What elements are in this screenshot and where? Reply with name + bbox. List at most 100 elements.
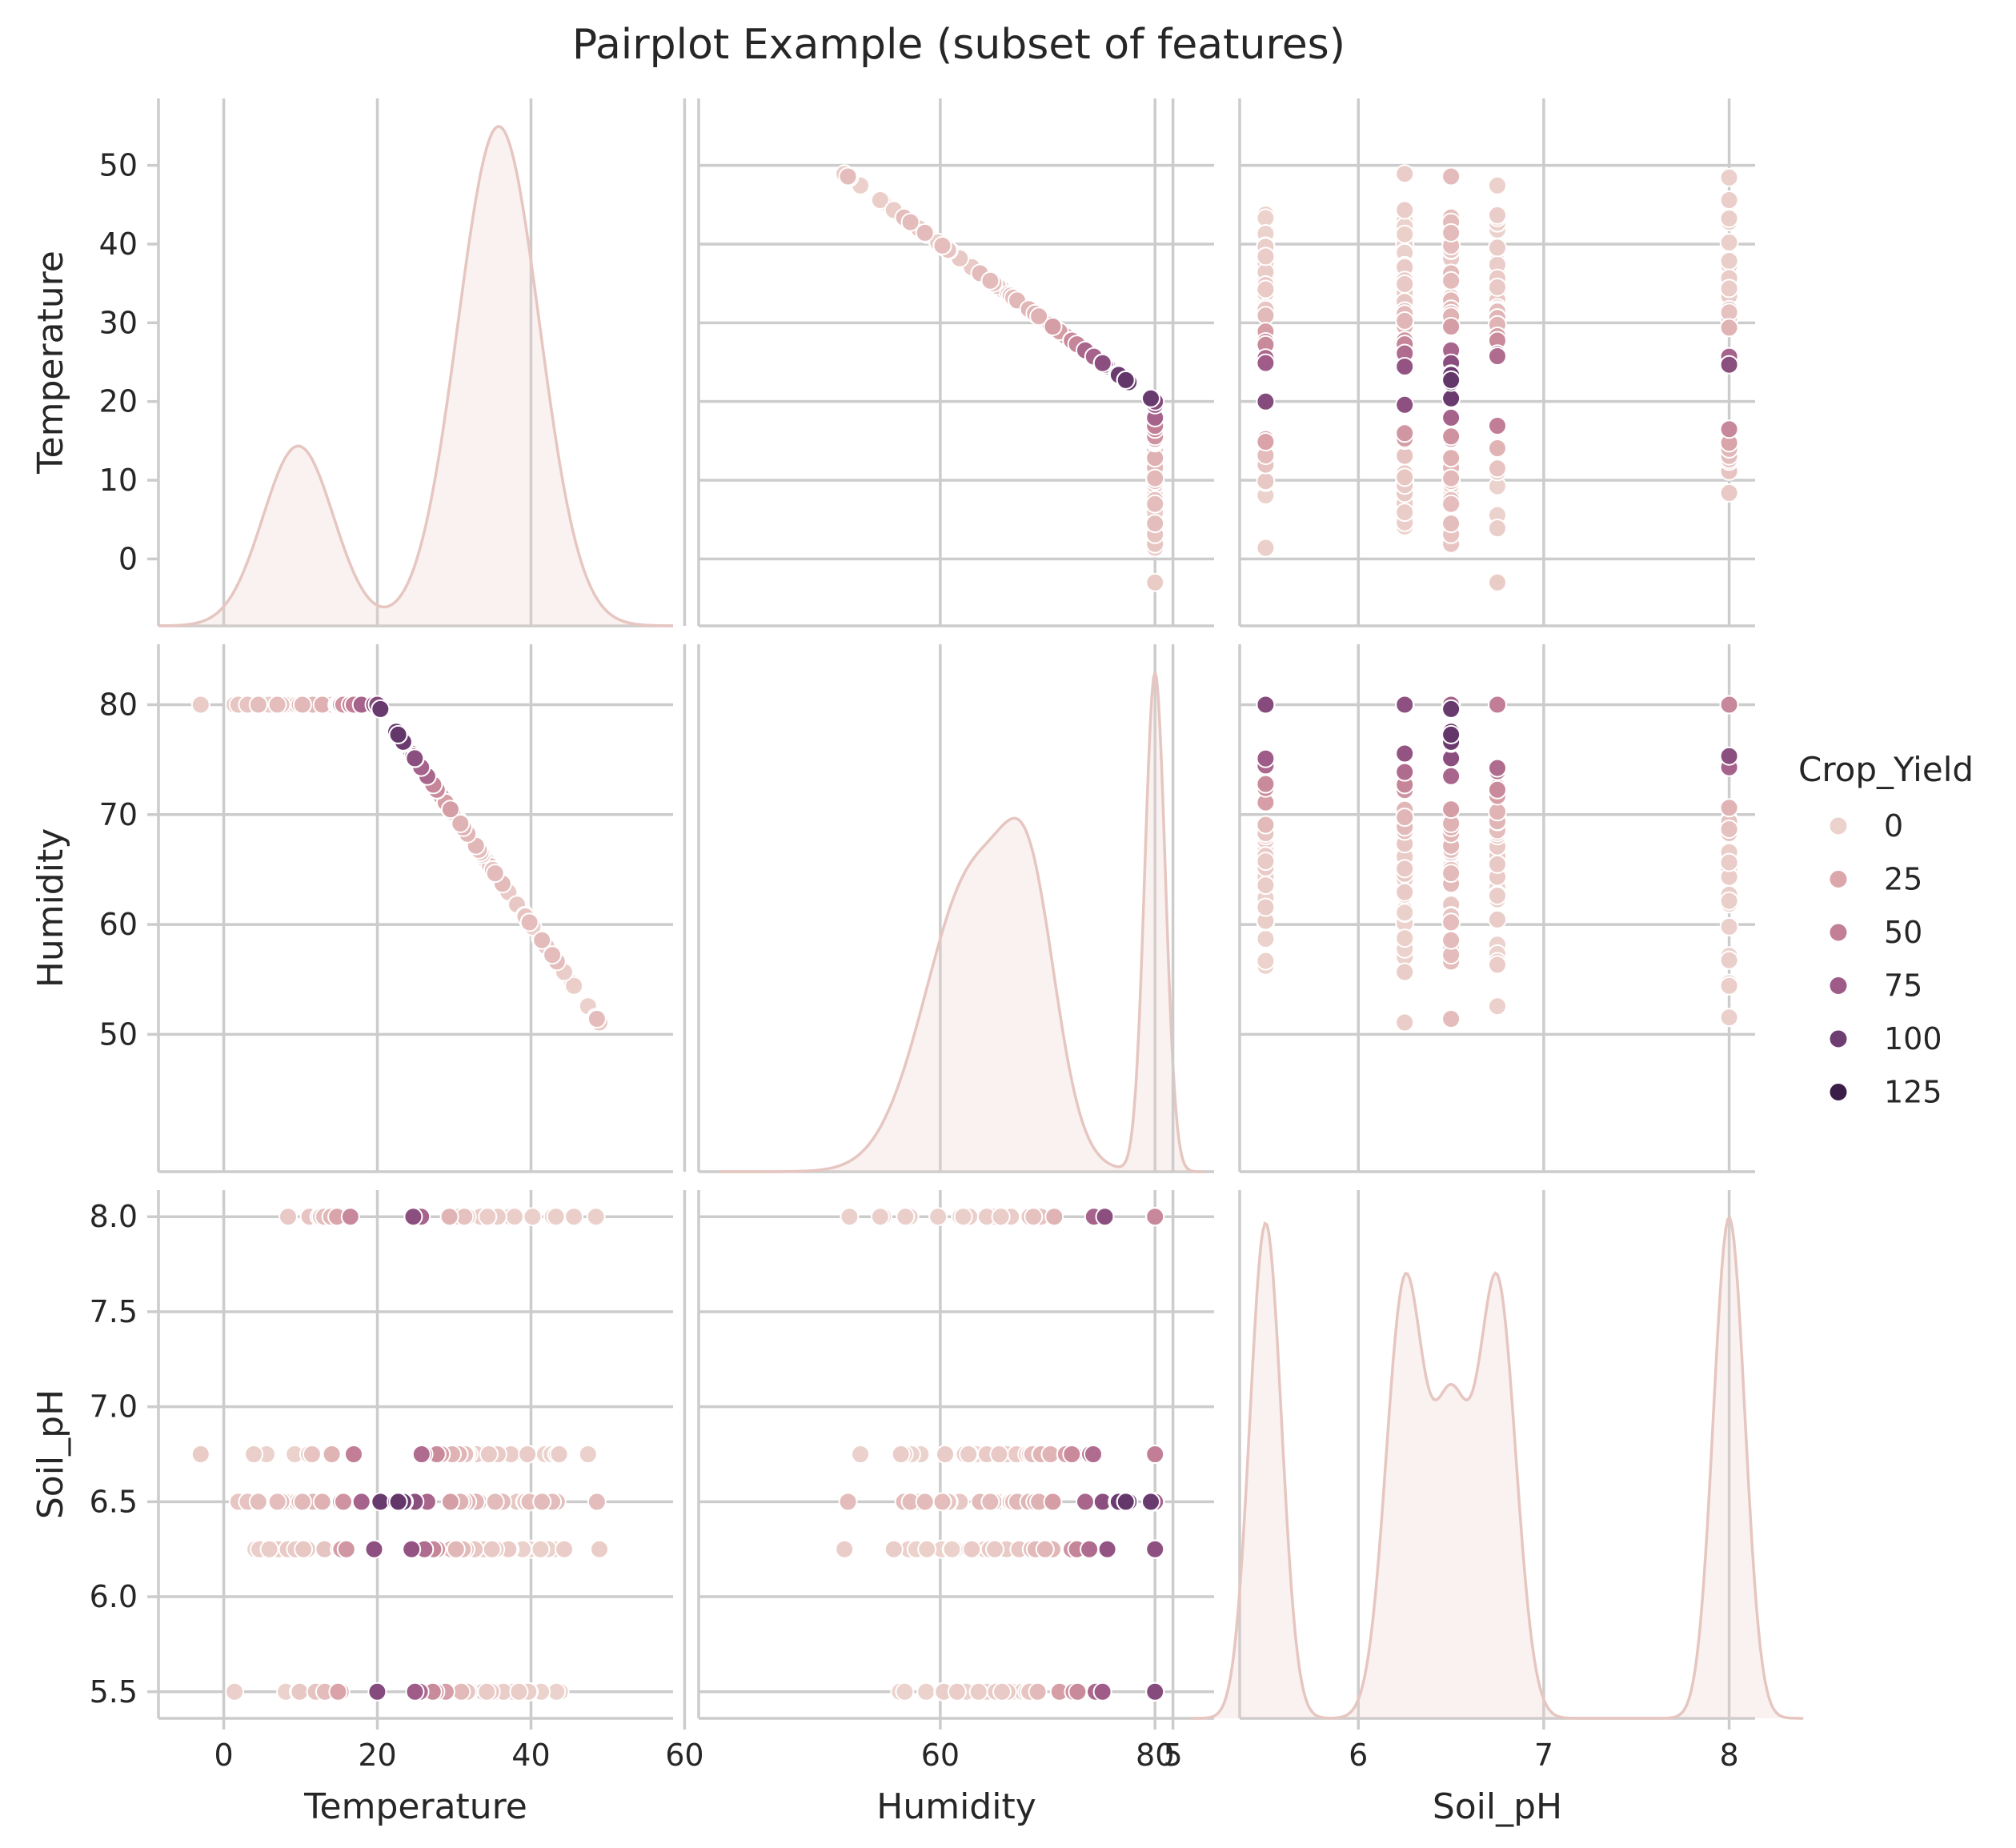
scatter-point <box>884 1539 904 1559</box>
scatter-point <box>451 814 471 833</box>
scatter-point <box>1719 419 1739 439</box>
scatter-point <box>932 1492 952 1512</box>
scatter-point <box>1080 1539 1100 1559</box>
scatter-point <box>546 1207 566 1227</box>
scatter-point <box>1044 1207 1064 1227</box>
scatter-point <box>1441 222 1461 243</box>
scatter-point <box>1256 897 1276 917</box>
scatter-point <box>549 1445 569 1464</box>
scatter-point <box>1395 744 1415 764</box>
scatter-point <box>1395 395 1415 415</box>
scatter-point <box>446 1539 466 1559</box>
panel-humidity-vs-soil_ph <box>1171 644 1755 1173</box>
scatter-point <box>980 271 1000 291</box>
scatter-point <box>1441 317 1461 336</box>
scatter-point <box>915 1492 935 1512</box>
tick-label-y: 30 <box>99 305 138 340</box>
scatter-point <box>1092 1682 1112 1702</box>
tick-label-y: 40 <box>99 226 138 262</box>
scatter-point <box>1395 423 1415 443</box>
scatter-point <box>1084 1445 1103 1464</box>
x-axis-label: Humidity <box>876 1786 1036 1827</box>
legend-marker <box>1828 922 1849 943</box>
scatter-point <box>1256 306 1276 326</box>
scatter-point <box>1719 798 1739 818</box>
scatter-point <box>1488 416 1507 435</box>
x-axis-label: Temperature <box>303 1786 527 1827</box>
scatter-point <box>479 1445 499 1464</box>
scatter-point <box>248 1492 268 1512</box>
scatter-point <box>328 1682 348 1702</box>
scatter-point <box>1029 307 1049 327</box>
x-axis-label: Soil_pH <box>1433 1786 1562 1827</box>
scatter-point <box>1256 774 1276 794</box>
scatter-point <box>985 1539 1004 1559</box>
scatter-point <box>1095 1207 1115 1227</box>
scatter-point <box>405 748 425 768</box>
tick-label-y: 5.5 <box>90 1674 138 1710</box>
scatter-point <box>1256 929 1276 949</box>
scatter-point <box>578 1445 598 1464</box>
scatter-point <box>322 1445 342 1464</box>
kde-fill <box>158 126 673 626</box>
scatter-point <box>405 1682 425 1702</box>
scatter-point <box>1719 232 1739 252</box>
scatter-point <box>1256 353 1276 373</box>
scatter-point <box>302 1445 322 1464</box>
tick-label-y: 6.5 <box>90 1484 138 1519</box>
panel-soil_ph-vs-temperature <box>157 1190 687 1720</box>
scatter-point <box>439 1207 459 1227</box>
scatter-point <box>870 190 890 210</box>
scatter-point <box>1441 370 1461 390</box>
kde-line <box>719 671 1204 1173</box>
scatter-point <box>1145 1207 1165 1227</box>
pairplot-panels <box>157 98 1804 1720</box>
scatter-point <box>1488 205 1507 225</box>
scatter-point <box>1395 1012 1415 1032</box>
scatter-point <box>1256 432 1276 451</box>
panel-humidity-vs-temperature <box>157 644 687 1173</box>
legend-label: 0 <box>1884 808 1903 844</box>
scatter-point <box>1441 912 1461 932</box>
scatter-point <box>294 1539 314 1559</box>
scatter-point <box>1076 1492 1095 1512</box>
scatter-point <box>1488 572 1507 592</box>
scatter-point <box>1441 271 1461 291</box>
tick-label-x: 40 <box>511 1738 550 1773</box>
scatter-point <box>1395 859 1415 879</box>
scatter-point <box>225 1682 245 1702</box>
scatter-point <box>1488 459 1507 479</box>
scatter-point <box>1395 762 1415 782</box>
scatter-point <box>244 1445 264 1464</box>
scatter-point <box>915 222 935 243</box>
kde-line <box>1191 1216 1804 1720</box>
scatter-point <box>1441 468 1461 488</box>
legend-marker <box>1828 976 1849 996</box>
scatter-point <box>1719 1008 1739 1028</box>
tick-label-y: 80 <box>99 687 138 723</box>
kde-fill <box>719 672 1204 1172</box>
scatter-point <box>896 1207 916 1227</box>
scatter-point <box>838 1492 858 1512</box>
scatter-point <box>1488 780 1507 800</box>
scatter-point <box>1256 748 1276 768</box>
scatter-point <box>1719 746 1739 766</box>
scatter-point <box>402 1539 422 1559</box>
panel-soil_ph-vs-soil_ph <box>1171 1190 1804 1720</box>
tick-label-y: 20 <box>99 384 138 419</box>
scatter-point <box>1441 166 1461 186</box>
scatter-point <box>1488 886 1507 906</box>
scatter-point <box>1488 175 1507 195</box>
y-axis-label: Humidity <box>30 828 71 988</box>
legend-label: 100 <box>1884 1021 1942 1056</box>
scatter-point <box>1043 1492 1063 1512</box>
tick-label-y: 70 <box>99 797 138 832</box>
scatter-point <box>947 1682 967 1702</box>
scatter-point <box>989 1445 1009 1464</box>
scatter-point <box>1395 962 1415 982</box>
pairplot-axis-labels: Temperature Humidity Soil_pH Temperature Hum… <box>30 251 1562 1827</box>
scatter-point <box>1141 1492 1160 1512</box>
scatter-point <box>518 1445 538 1464</box>
scatter-point <box>840 1207 860 1227</box>
scatter-point <box>190 695 210 715</box>
